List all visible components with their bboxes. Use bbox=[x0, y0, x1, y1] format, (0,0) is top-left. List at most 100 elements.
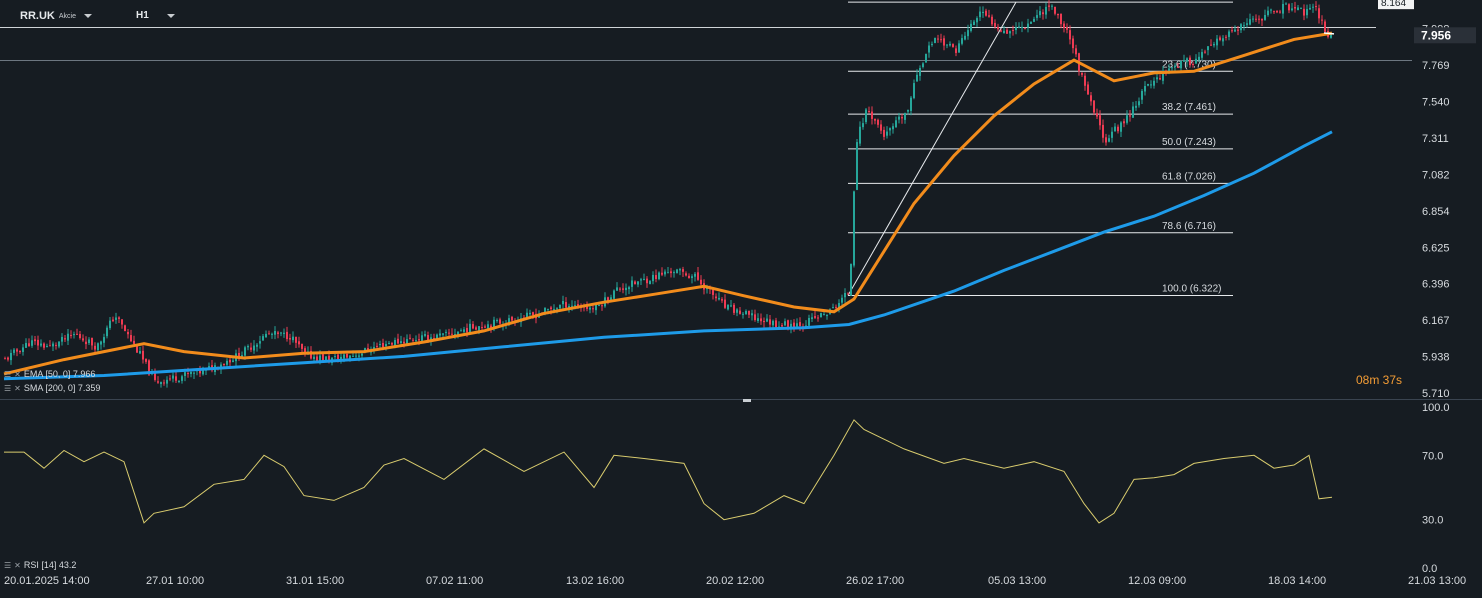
candle-down bbox=[55, 344, 57, 346]
candle-down bbox=[130, 335, 132, 342]
candle-up bbox=[355, 355, 357, 357]
rsi-legend-label: RSI [14] 43.2 bbox=[23, 560, 77, 570]
candle-down bbox=[1048, 5, 1050, 7]
time-tick-label: 27.01 10:00 bbox=[146, 575, 204, 587]
candle-down bbox=[466, 327, 468, 333]
candle-down bbox=[451, 333, 453, 335]
candle-up bbox=[361, 353, 363, 356]
candle-up bbox=[919, 67, 921, 76]
candle-up bbox=[1300, 7, 1302, 9]
settings-icon[interactable]: ☰ bbox=[4, 383, 12, 393]
candle-up bbox=[976, 18, 978, 23]
candle-up bbox=[97, 343, 99, 351]
candle-down bbox=[1123, 121, 1125, 124]
candle-up bbox=[631, 280, 633, 287]
price-tick-label: 6.396 bbox=[1422, 279, 1450, 291]
candle-down bbox=[1084, 75, 1086, 86]
candle-up bbox=[691, 276, 693, 279]
price-axis[interactable]: 7.9987.7697.5407.3117.0826.8546.6256.396… bbox=[1378, 0, 1476, 400]
candle-up bbox=[1135, 105, 1137, 108]
ema-cursor-tick bbox=[1323, 32, 1335, 35]
candle-down bbox=[1288, 4, 1290, 11]
close-icon[interactable]: ✕ bbox=[14, 383, 21, 393]
symbol-selector[interactable]: RR.UK Akcie bbox=[20, 10, 92, 22]
rsi-legend[interactable]: ☰ ✕ RSI [14] 43.2 bbox=[4, 560, 76, 570]
candle-down bbox=[532, 312, 534, 316]
candle-down bbox=[760, 318, 762, 322]
sma-legend[interactable]: ☰ ✕ SMA [200, 0] 7.359 bbox=[4, 383, 100, 393]
candle-down bbox=[124, 325, 126, 331]
candle-up bbox=[253, 345, 255, 351]
candle-up bbox=[1051, 5, 1053, 7]
time-axis[interactable]: 20.01.2025 14:00 27.01 10:00 31.01 15:00 07… bbox=[4, 575, 1466, 587]
candle-down bbox=[901, 116, 903, 119]
candle-up bbox=[571, 305, 573, 307]
candle-up bbox=[313, 356, 315, 360]
candle-up bbox=[898, 116, 900, 120]
candle-up bbox=[1282, 3, 1284, 14]
candle-up bbox=[280, 332, 282, 334]
candle-up bbox=[265, 333, 267, 338]
candle-up bbox=[58, 341, 60, 347]
candle-down bbox=[427, 335, 429, 341]
candle-down bbox=[1129, 115, 1131, 117]
candle-down bbox=[34, 339, 36, 342]
candle-down bbox=[64, 338, 66, 340]
chevron-down-icon bbox=[83, 14, 92, 18]
candle-down bbox=[868, 111, 870, 113]
timeframe-selector[interactable]: H1 bbox=[136, 10, 175, 21]
candle-down bbox=[1081, 72, 1083, 75]
close-icon[interactable]: ✕ bbox=[14, 369, 21, 379]
candle-up bbox=[421, 335, 423, 341]
candle-up bbox=[904, 112, 906, 120]
candle-up bbox=[1114, 126, 1116, 132]
candle-down bbox=[1087, 84, 1089, 95]
candle-down bbox=[997, 26, 999, 30]
candle-down bbox=[991, 16, 993, 25]
candle-up bbox=[892, 126, 894, 130]
candle-down bbox=[418, 339, 420, 341]
candle-up bbox=[745, 311, 747, 315]
candle-up bbox=[865, 109, 867, 123]
candle-up bbox=[907, 109, 909, 112]
candle-down bbox=[940, 39, 942, 41]
close-icon[interactable]: ✕ bbox=[14, 560, 21, 570]
candle-up bbox=[1132, 106, 1134, 118]
candle-up bbox=[1285, 3, 1287, 5]
fibonacci-retracement[interactable]: 0.0 (8.164) 23.6 (7.730) 38.2 (7.461) 50.0 … bbox=[847, 0, 1233, 297]
candle-down bbox=[1093, 100, 1095, 113]
rsi-tick-label: 70.0 bbox=[1422, 450, 1443, 462]
time-tick-label: 26.02 17:00 bbox=[846, 575, 904, 587]
candle-up bbox=[1243, 25, 1245, 27]
candle-down bbox=[787, 320, 789, 328]
candle-up bbox=[52, 343, 54, 347]
candle-up bbox=[100, 341, 102, 345]
candle-down bbox=[169, 378, 171, 380]
candle-up bbox=[1036, 15, 1038, 18]
settings-icon[interactable]: ☰ bbox=[4, 369, 12, 379]
candle-up bbox=[916, 74, 918, 82]
candle-down bbox=[1066, 27, 1068, 30]
grid bbox=[0, 27, 1482, 402]
candle-up bbox=[598, 304, 600, 306]
ema-legend[interactable]: ☰ ✕ EMA [50, 0] 7.966 bbox=[4, 369, 95, 379]
candle-up bbox=[1201, 52, 1203, 58]
candle-down bbox=[835, 306, 837, 308]
candle-up bbox=[730, 305, 732, 307]
time-tick-label: 21.03 13:00 bbox=[1408, 575, 1466, 587]
candle-up bbox=[790, 323, 792, 328]
candle-up bbox=[862, 123, 864, 128]
candle-up bbox=[910, 97, 912, 111]
candle-down bbox=[187, 373, 189, 375]
candle-down bbox=[484, 326, 486, 328]
candle-up bbox=[319, 355, 321, 362]
candle-up bbox=[1153, 80, 1155, 86]
settings-icon[interactable]: ☰ bbox=[4, 560, 12, 570]
candle-down bbox=[1276, 10, 1278, 13]
candle-up bbox=[190, 372, 192, 374]
candle-up bbox=[439, 333, 441, 336]
candle-down bbox=[943, 38, 945, 46]
candle-down bbox=[118, 317, 120, 319]
candle-up bbox=[478, 326, 480, 331]
